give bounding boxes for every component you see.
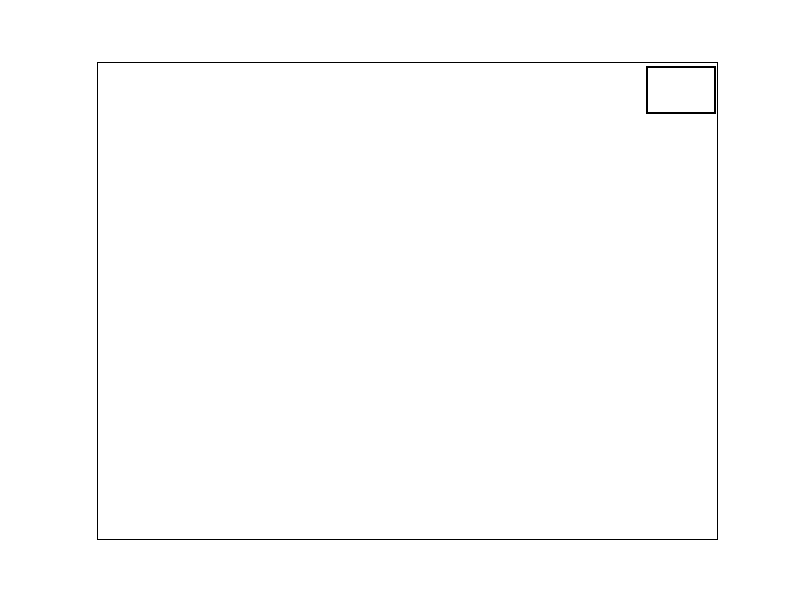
legend <box>646 66 716 114</box>
legend-swatch-fp <box>652 94 683 104</box>
legend-entry-fp <box>652 94 714 104</box>
x-axis-label <box>97 564 719 588</box>
plot-area <box>97 62 718 540</box>
legend-swatch-tp <box>652 76 683 86</box>
y-axis-label <box>29 151 51 451</box>
legend-entry-tp <box>652 76 714 86</box>
